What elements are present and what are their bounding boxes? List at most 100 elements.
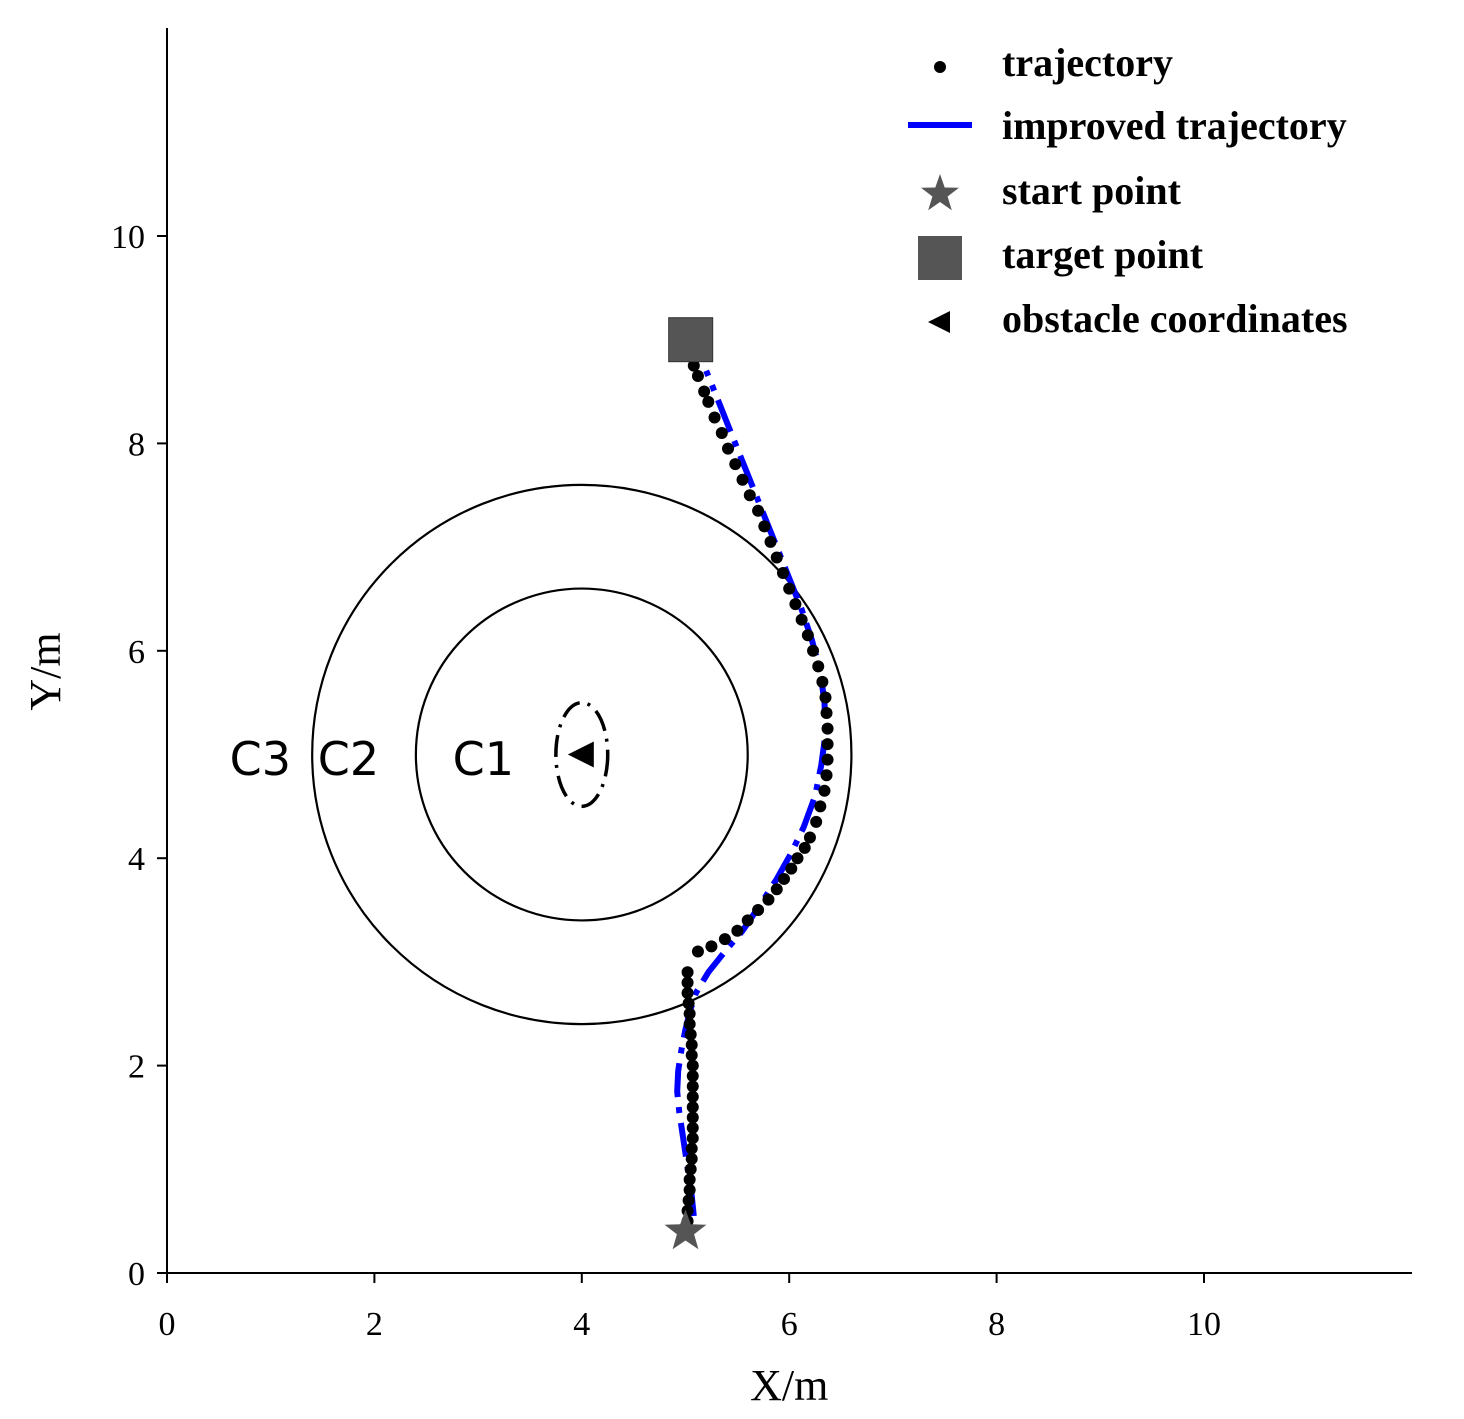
y-tick-label: 2 [128, 1049, 145, 1086]
start-point-marker [664, 1209, 707, 1250]
trajectory-point [685, 1152, 698, 1165]
y-tick-label: 4 [128, 841, 145, 878]
obstacle-circles [311, 483, 853, 1026]
obstacle-marker [567, 741, 594, 768]
trajectory-point [686, 1111, 699, 1124]
trajectory-point [783, 582, 796, 595]
trajectory-point [686, 1132, 699, 1145]
target-point-marker [668, 317, 714, 363]
trajectory-point [821, 738, 834, 751]
trajectory-point [752, 904, 765, 917]
legend-square-icon [918, 236, 962, 280]
trajectory-point [686, 1090, 699, 1103]
trajectory-point [798, 841, 811, 854]
legend-triangle-icon [928, 311, 950, 333]
trajectory-point [683, 1173, 696, 1186]
trajectory-point [803, 831, 816, 844]
trajectory-point [681, 1204, 694, 1217]
trajectory-point [718, 933, 731, 946]
trajectory-point [821, 753, 834, 766]
legend: trajectory improved trajectory start point… [908, 40, 1348, 341]
trajectory-point [686, 1069, 699, 1082]
trajectory-point [801, 629, 814, 642]
y-tick-label: 0 [128, 1256, 145, 1293]
legend-label: improved trajectory [1002, 103, 1347, 148]
improved-trajectory-line [674, 369, 829, 1217]
x-tick-label: 0 [159, 1306, 176, 1343]
trajectory-point [814, 800, 827, 813]
legend-label: target point [1002, 232, 1204, 277]
trajectory-point [691, 369, 704, 382]
start-target-markers [664, 317, 714, 1250]
trajectory-point [681, 976, 694, 989]
legend-item-improved-trajectory: improved trajectory [908, 103, 1347, 148]
trajectory-point [708, 411, 721, 424]
y-axis-label: Y/m [21, 632, 70, 710]
obstacle-ellipse [554, 700, 610, 809]
y-tick-label: 8 [128, 426, 145, 463]
trajectory-point [705, 940, 718, 953]
x-tick-label: 6 [781, 1306, 798, 1343]
legend-item-obstacle-coordinates: obstacle coordinates [928, 296, 1348, 341]
trajectory-point [743, 489, 756, 502]
legend-item-trajectory: trajectory [934, 40, 1173, 85]
y-tick-label: 6 [128, 634, 145, 671]
x-axis-label: X/m [750, 1361, 828, 1410]
legend-item-target-point: target point [918, 232, 1204, 280]
trajectory-point [685, 1142, 698, 1155]
trajectory-point [685, 1038, 698, 1051]
trajectory-point [687, 359, 700, 372]
trajectory-point [691, 945, 704, 958]
trajectory-point [785, 862, 798, 875]
y-tick-label: 10 [111, 219, 145, 256]
trajectory-point [702, 395, 715, 408]
trajectory-point [715, 427, 728, 440]
trajectory-point [685, 1049, 698, 1062]
trajectory-point [795, 613, 808, 626]
trajectory-point [698, 385, 711, 398]
trajectory-point [818, 784, 831, 797]
trajectory-point [791, 852, 804, 865]
trajectory-point [770, 883, 783, 896]
trajectory-point [686, 1121, 699, 1134]
trajectory-point [758, 520, 771, 533]
trajectory-point [683, 1184, 696, 1197]
trajectory-point [681, 987, 694, 1000]
trajectory-point [812, 660, 825, 673]
trajectory-point [686, 1059, 699, 1072]
trajectory-point [684, 1028, 697, 1041]
trajectory-point [810, 815, 823, 828]
trajectory-point [820, 769, 833, 782]
trajectory-point [683, 1018, 696, 1031]
trajectory-point [736, 473, 749, 486]
legend-label: trajectory [1002, 40, 1173, 85]
trajectory-point [752, 504, 765, 517]
x-tick-label: 2 [366, 1306, 383, 1343]
trajectory-point [770, 551, 783, 564]
legend-label: start point [1002, 168, 1182, 213]
x-tick-label: 8 [988, 1306, 1005, 1343]
ring-label-c3: C3 [230, 732, 291, 786]
trajectory-point [729, 458, 742, 471]
improved-trajectory-series [674, 369, 829, 1217]
trajectory-point [789, 598, 802, 611]
trajectory-point [682, 997, 695, 1010]
ring-label-c2: C2 [318, 732, 379, 786]
ring-labels: C3 C2 C1 [230, 732, 514, 786]
trajectory-point [722, 442, 735, 455]
trajectory-point [821, 722, 834, 735]
trajectory-point [764, 535, 777, 548]
trajectory-point [762, 893, 775, 906]
trajectory-point [816, 675, 829, 688]
trajectory-point [741, 914, 754, 927]
trajectory-point [684, 1163, 697, 1176]
ring-label-c1: C1 [453, 732, 514, 786]
legend-star-icon [921, 174, 959, 211]
trajectory-point [819, 691, 832, 704]
trajectory-point [681, 966, 694, 979]
trajectory-point [820, 707, 833, 720]
legend-dot-icon [934, 61, 946, 73]
trajectory-series [681, 359, 834, 1228]
trajectory-point [807, 644, 820, 657]
